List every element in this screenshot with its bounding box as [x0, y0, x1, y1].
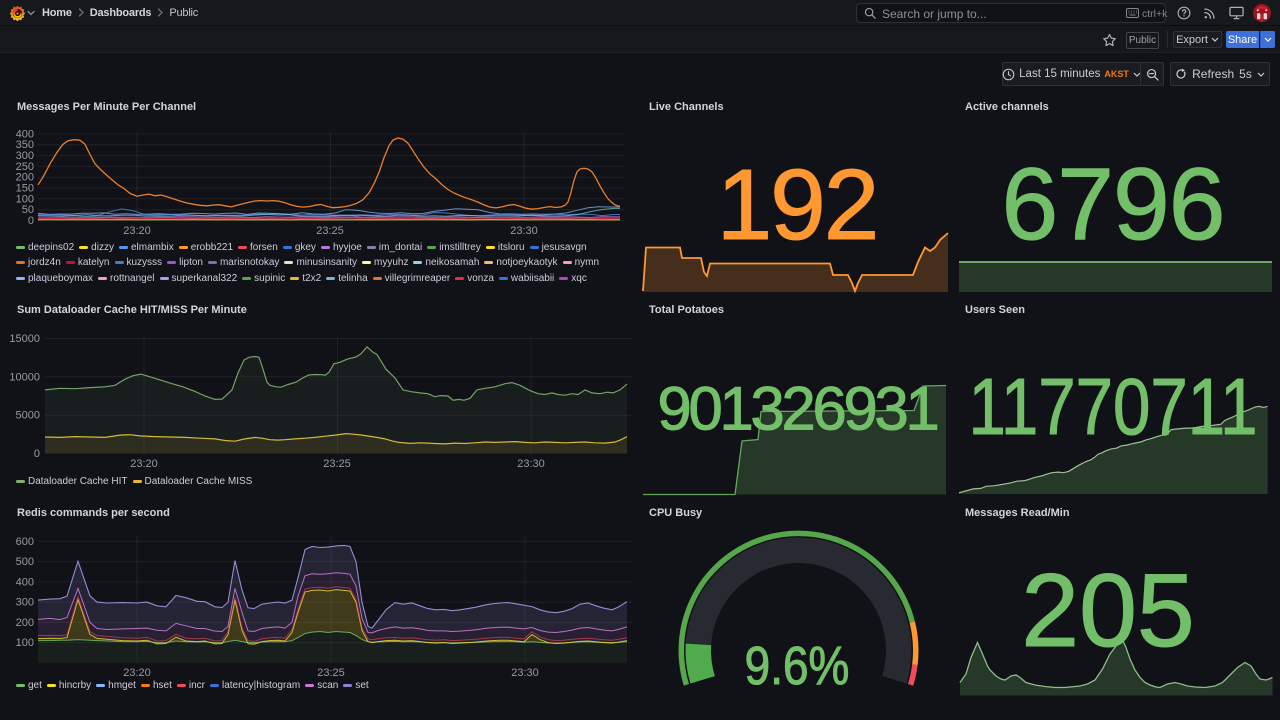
svg-text:200: 200 — [16, 617, 34, 629]
svg-text:600: 600 — [16, 536, 34, 548]
svg-text:0: 0 — [34, 448, 40, 460]
svg-text:23:20: 23:20 — [123, 225, 151, 237]
svg-text:100: 100 — [16, 637, 34, 649]
svg-text:350: 350 — [16, 139, 34, 151]
svg-text:15000: 15000 — [9, 333, 40, 345]
svg-text:150: 150 — [16, 183, 34, 195]
svg-text:23:30: 23:30 — [510, 225, 538, 237]
svg-text:300: 300 — [16, 150, 34, 162]
svg-text:23:20: 23:20 — [130, 458, 158, 470]
svg-text:300: 300 — [16, 597, 34, 609]
svg-text:23:25: 23:25 — [317, 667, 345, 679]
svg-text:500: 500 — [16, 556, 34, 568]
svg-text:400: 400 — [16, 128, 34, 140]
svg-text:23:30: 23:30 — [511, 667, 539, 679]
svg-text:200: 200 — [16, 172, 34, 184]
svg-text:23:25: 23:25 — [323, 458, 351, 470]
svg-text:0: 0 — [28, 215, 34, 227]
svg-text:50: 50 — [22, 204, 34, 216]
svg-text:100: 100 — [16, 193, 34, 205]
svg-text:23:25: 23:25 — [316, 225, 344, 237]
svg-text:23:20: 23:20 — [123, 667, 151, 679]
svg-text:23:30: 23:30 — [517, 458, 545, 470]
svg-text:10000: 10000 — [9, 371, 40, 383]
svg-text:400: 400 — [16, 576, 34, 588]
svg-text:250: 250 — [16, 161, 34, 173]
svg-text:5000: 5000 — [16, 410, 40, 422]
